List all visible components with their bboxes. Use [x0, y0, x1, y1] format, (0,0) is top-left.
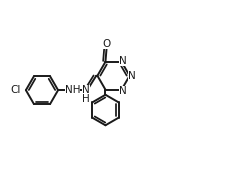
Text: N: N	[119, 86, 127, 96]
Text: N: N	[82, 85, 90, 95]
Text: NH: NH	[65, 85, 80, 95]
Text: N: N	[119, 56, 127, 66]
Text: N: N	[128, 71, 136, 81]
Text: H: H	[82, 94, 90, 104]
Text: Cl: Cl	[10, 85, 21, 95]
Text: O: O	[103, 39, 111, 49]
